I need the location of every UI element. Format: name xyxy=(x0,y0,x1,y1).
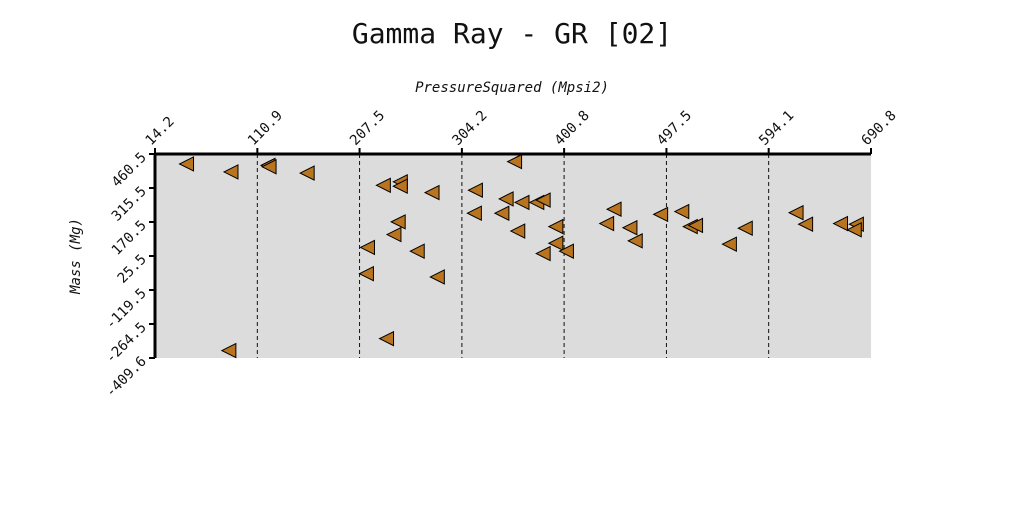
x-tick-label: 14.2 xyxy=(143,114,178,149)
data-point xyxy=(832,215,849,232)
y-tick-label: 315.5 xyxy=(109,184,150,225)
data-point xyxy=(721,236,737,252)
data-point xyxy=(220,342,237,359)
x-tick-label: 594.1 xyxy=(756,108,797,149)
x-tick-label: 400.8 xyxy=(552,108,593,149)
data-point xyxy=(547,235,564,252)
data-point xyxy=(621,219,638,236)
data-point xyxy=(535,192,551,208)
data-point xyxy=(737,220,753,237)
x-tick-label: 690.8 xyxy=(859,108,900,149)
data-point xyxy=(787,204,804,221)
data-point xyxy=(846,222,862,238)
data-point xyxy=(392,178,408,195)
plot-area xyxy=(155,154,871,358)
data-point xyxy=(467,182,483,199)
x-tick-label: 304.2 xyxy=(449,108,490,149)
data-point xyxy=(375,177,391,194)
data-point xyxy=(378,330,395,347)
data-point xyxy=(605,201,622,218)
x-tick-labels: 14.2 110.9 207.5 304.2 400.8 497.5 594.1 690.8 xyxy=(143,108,900,149)
data-point xyxy=(423,184,440,201)
data-point xyxy=(409,243,425,259)
x-axis-label: PressureSquared (Mpsi2) xyxy=(415,80,609,96)
data-point xyxy=(178,156,195,172)
data-point xyxy=(535,245,551,262)
data-point xyxy=(260,158,277,175)
chart-title: Gamma Ray - GR [02] xyxy=(352,17,672,50)
data-point xyxy=(687,217,704,234)
data-point xyxy=(359,239,375,256)
data-point xyxy=(558,243,574,259)
data-point xyxy=(299,165,315,181)
data-point xyxy=(222,164,239,180)
data-point xyxy=(358,265,374,282)
data-point xyxy=(429,269,445,285)
data-point xyxy=(673,203,690,220)
data-point xyxy=(598,215,615,232)
data-point xyxy=(390,214,406,230)
data-point xyxy=(547,218,564,235)
y-tick-label: 170.5 xyxy=(109,218,150,259)
y-axis-label: Mass (Mg) xyxy=(68,218,84,295)
data-point xyxy=(493,205,510,222)
x-tick-label: 497.5 xyxy=(654,108,695,149)
data-point xyxy=(498,191,514,207)
data-point xyxy=(797,216,814,233)
y-tick-label: 460.5 xyxy=(109,150,150,191)
x-tick-label: 207.5 xyxy=(347,108,388,149)
data-point xyxy=(652,206,669,223)
gridlines xyxy=(256,154,770,358)
data-point xyxy=(509,223,526,239)
data-point xyxy=(506,153,523,170)
data-point xyxy=(627,233,643,249)
data-point xyxy=(466,205,482,222)
x-tick-label: 110.9 xyxy=(245,108,286,149)
data-point xyxy=(385,226,402,243)
data-points xyxy=(178,153,864,359)
